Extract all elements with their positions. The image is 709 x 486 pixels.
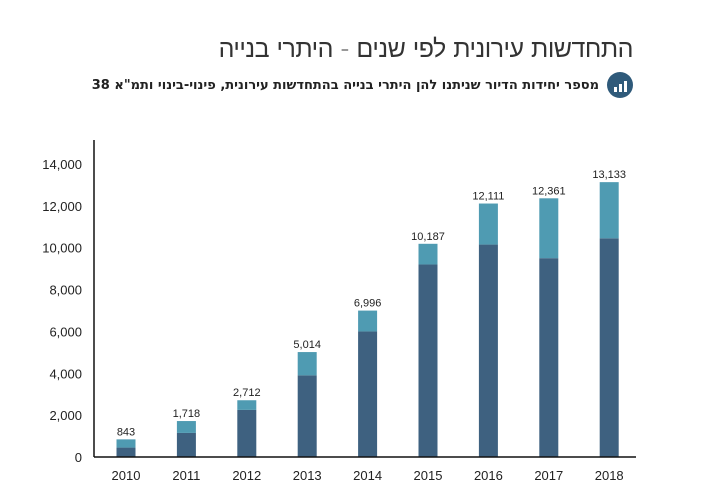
bar-lower-segment [418, 264, 438, 457]
bar-lower-segment [297, 375, 317, 457]
chart-subtitle: מספר יחידות הדיור שניתנו להן היתרי בנייה… [91, 77, 599, 93]
x-tick-label: 2012 [232, 468, 261, 483]
bar-upper-segment [116, 439, 136, 448]
y-tick-label: 4,000 [49, 366, 82, 381]
bar-upper-segment [176, 421, 196, 433]
bars-group [116, 182, 619, 457]
y-tick-label: 2,000 [49, 408, 82, 423]
x-tick-label: 2015 [414, 468, 443, 483]
bar-upper-segment [237, 400, 257, 410]
bar-total-label: 12,111 [472, 191, 504, 203]
x-tick-label: 2014 [353, 468, 382, 483]
bar-total-label: 13,133 [592, 169, 626, 181]
bar-upper-segment [297, 352, 317, 376]
bar-lower-segment [599, 238, 619, 457]
y-tick-label: 12,000 [42, 199, 82, 214]
bar-upper-segment [539, 198, 559, 259]
x-tick-label: 2013 [293, 468, 322, 483]
x-axis: 2010 2011 2012 2013 2014 2015 2016 2017 2018 [94, 456, 636, 483]
x-tick-label: 2010 [112, 468, 141, 483]
bar-total-label: 12,361 [532, 185, 566, 197]
y-tick-label: 6,000 [49, 324, 82, 339]
bar-upper-segment [358, 310, 378, 332]
bar-total-label: 5,014 [293, 339, 321, 351]
x-tick-label: 2017 [534, 468, 563, 483]
bar-total-label: 843 [117, 426, 135, 438]
x-tick-label: 2016 [474, 468, 503, 483]
bar-upper-segment [599, 182, 619, 239]
x-tick-label: 2011 [172, 468, 200, 483]
bar-lower-segment [116, 447, 136, 457]
y-tick-label: 0 [75, 450, 82, 465]
bar-upper-segment [418, 243, 438, 265]
bar-total-label: 6,996 [354, 298, 382, 310]
y-axis: 0 2,000 4,000 6,000 8,000 10,000 12,000 14,000 [42, 140, 95, 465]
bar-total-label: 10,187 [411, 231, 445, 243]
bar-chart-icon [607, 72, 633, 98]
bar-total-label: 1,718 [173, 408, 201, 420]
x-tick-label: 2018 [595, 468, 624, 483]
bar-lower-segment [358, 331, 378, 457]
subtitle-row: מספר יחידות הדיור שניתנו להן היתרי בנייה… [92, 72, 633, 98]
y-tick-label: 8,000 [49, 283, 82, 298]
bar-lower-segment [176, 432, 196, 457]
bar-total-label: 2,712 [233, 387, 261, 399]
bar-upper-segment [478, 203, 498, 245]
bar-lower-segment [539, 258, 559, 457]
y-tick-label: 14,000 [42, 157, 82, 172]
y-tick-label: 10,000 [42, 241, 82, 256]
chart-title: התחדשות עירונית לפי שנים - היתרי בנייה [218, 34, 634, 63]
data-labels: 843 1,718 2,712 5,014 6,996 10,187 12,111 12,36… [117, 169, 626, 438]
bar-lower-segment [237, 409, 257, 457]
bar-lower-segment [478, 244, 498, 457]
